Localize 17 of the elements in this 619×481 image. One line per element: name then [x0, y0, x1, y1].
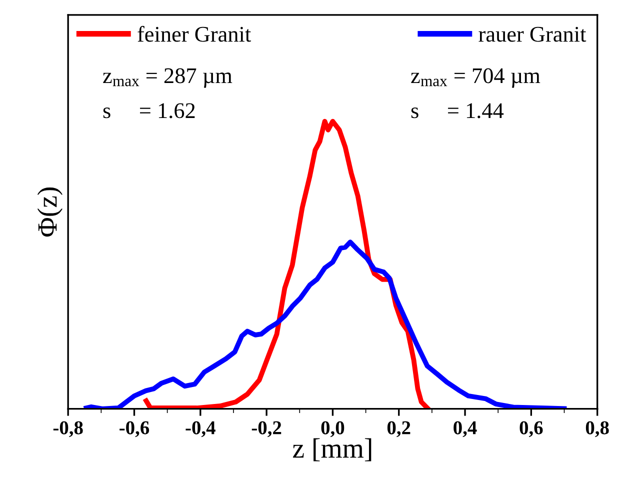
x-tick-label: -0,6 [120, 421, 150, 438]
x-tick-label: 0,0 [321, 421, 344, 438]
x-tick-label: 0,4 [454, 421, 477, 438]
x-tick-label: 0,2 [387, 421, 410, 438]
x-tick-label: -0,4 [186, 421, 216, 438]
text: z$_{max}$ = 287 µm [103, 68, 232, 88]
text: s = 1.62 [103, 103, 195, 118]
x-tick-label: 0,8 [586, 421, 609, 438]
x-tick-label: -0,8 [53, 421, 83, 438]
x-tick-label: 0,6 [520, 421, 543, 438]
text: z$_{max}$ = 704 µm [411, 68, 540, 88]
x-axis-title: z [mm] [292, 438, 372, 462]
legend-label: rauer Granit [478, 26, 586, 42]
text: s = 1.44 [411, 103, 504, 118]
x-tick-label: -0,2 [252, 421, 282, 438]
y-axis-title: Φ(z) [37, 188, 63, 237]
legend-label: feiner Granit [138, 26, 251, 42]
